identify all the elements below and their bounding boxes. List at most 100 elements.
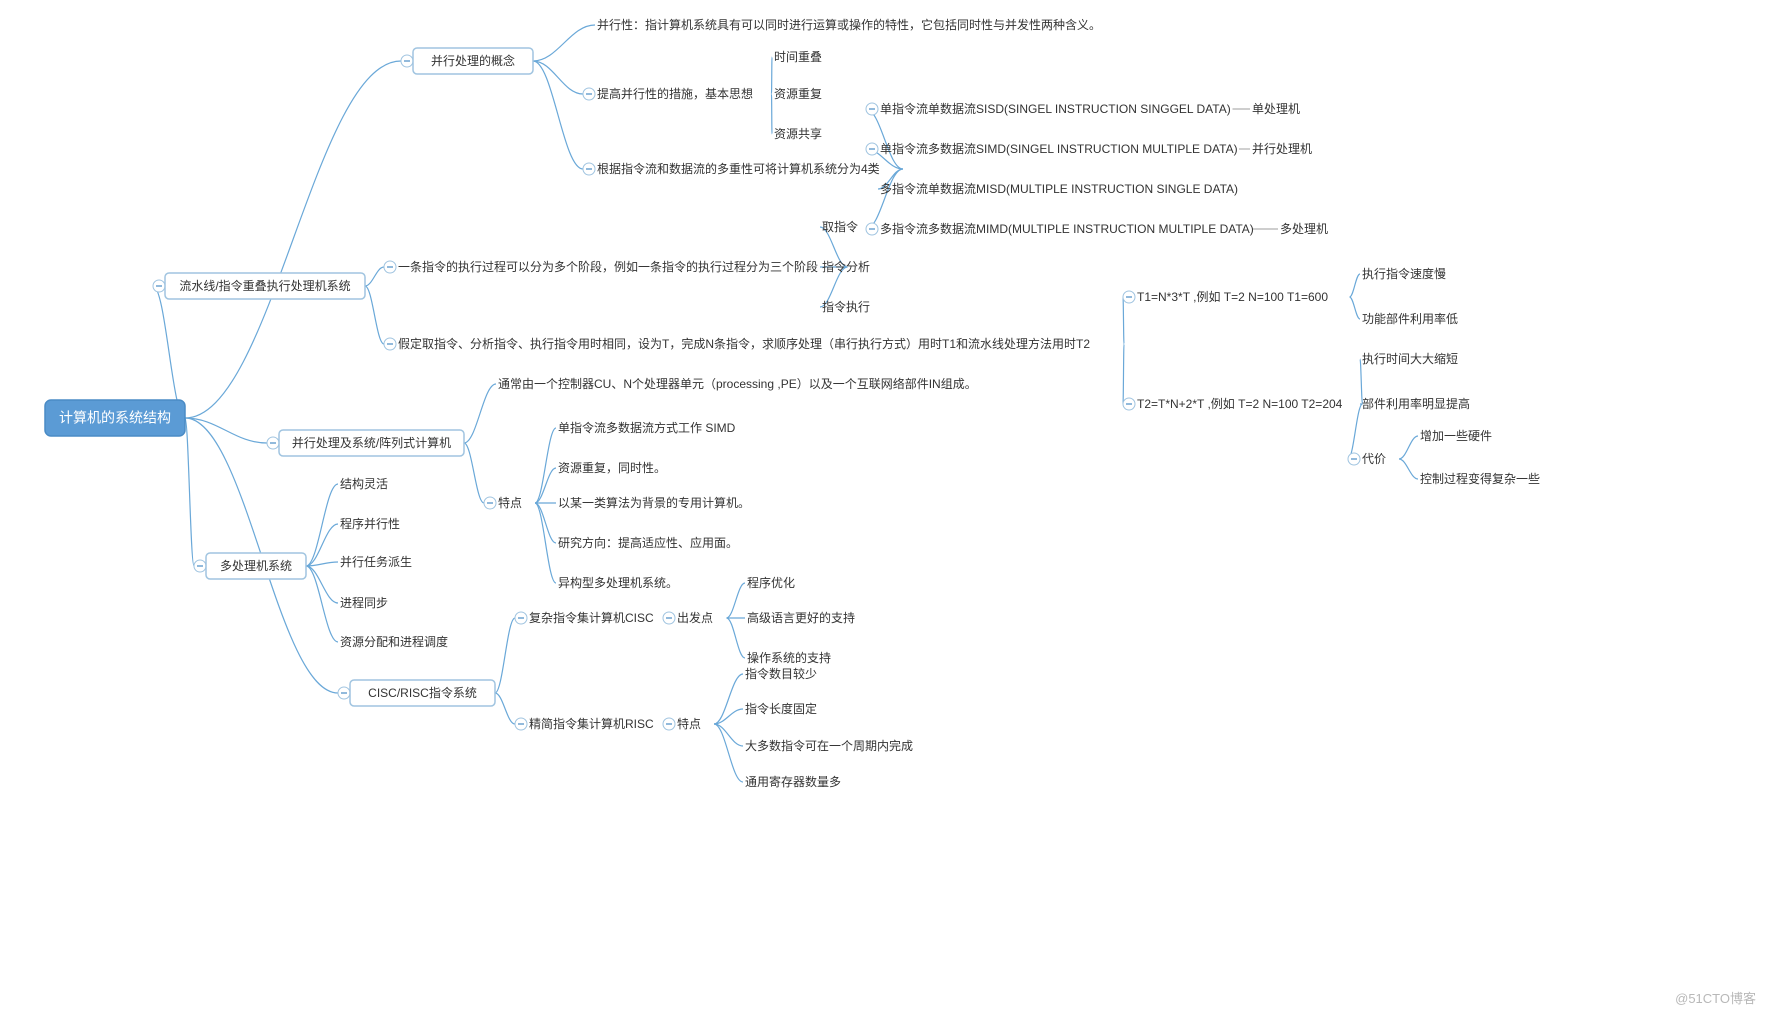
- node-n3b5: 异构型多处理机系统。: [558, 575, 678, 590]
- node-n5b1d: 通用寄存器数量多: [745, 774, 841, 789]
- node-label: 提高并行性的措施，基本思想: [597, 86, 753, 101]
- link: [535, 503, 556, 583]
- node-label: 资源共享: [774, 126, 822, 141]
- node-label: 资源重复，同时性。: [558, 461, 666, 475]
- link: [535, 428, 556, 503]
- node-label: 并行处理机: [1252, 142, 1312, 156]
- node-label: 多处理机: [1280, 222, 1328, 236]
- node-label: CISC/RISC指令系统: [368, 685, 477, 700]
- node-n1c1[interactable]: 单指令流单数据流SISD(SINGEL INSTRUCTION SINGGEL …: [866, 101, 1231, 116]
- link: [1350, 297, 1361, 319]
- node-n4c: 并行任务派生: [340, 554, 412, 569]
- link: [365, 286, 384, 344]
- node-label: 操作系统的支持: [747, 650, 831, 665]
- node-label: 时间重叠: [774, 50, 822, 64]
- node-label: 根据指令流和数据流的多重性可将计算机系统分为4类: [597, 161, 880, 176]
- node-n4[interactable]: 多处理机系统: [194, 553, 306, 579]
- node-n5[interactable]: CISC/RISC指令系统: [338, 680, 495, 706]
- node-label: 执行时间大大缩短: [1362, 351, 1458, 366]
- link: [1399, 436, 1418, 459]
- node-label: 单指令流多数据流SIMD(SINGEL INSTRUCTION MULTIPLE…: [880, 141, 1238, 156]
- node-n1c2[interactable]: 单指令流多数据流SIMD(SINGEL INSTRUCTION MULTIPLE…: [866, 141, 1238, 156]
- node-n1c4a: 多处理机: [1280, 222, 1328, 236]
- link: [1350, 274, 1361, 297]
- node-n5a1[interactable]: 出发点: [663, 610, 713, 625]
- node-label: 流水线/指令重叠执行处理机系统: [179, 278, 350, 293]
- link: [306, 524, 338, 566]
- node-label: 单指令流多数据流方式工作 SIMD: [558, 420, 736, 435]
- node-label: 特点: [677, 716, 701, 731]
- node-label: 精简指令集计算机RISC: [529, 716, 654, 731]
- node-label: 假定取指令、分析指令、执行指令用时相同，设为T，完成N条指令，求顺序处理（串行执…: [398, 336, 1090, 351]
- node-label: 指令执行: [822, 299, 870, 314]
- node-n4b: 程序并行性: [340, 516, 400, 531]
- link: [464, 384, 496, 443]
- node-n3[interactable]: 并行处理及系统/阵列式计算机: [267, 430, 464, 456]
- link: [185, 61, 401, 418]
- node-label: 进程同步: [340, 595, 388, 610]
- node-n5a1b: 高级语言更好的支持: [747, 610, 855, 625]
- link: [495, 693, 515, 724]
- node-n2a[interactable]: 一条指令的执行过程可以分为多个阶段，例如一条指令的执行过程分为三个阶段: [384, 259, 818, 274]
- node-n2b2[interactable]: T2=T*N+2*T ,例如 T=2 N=100 T2=204: [1123, 396, 1343, 411]
- link: [866, 109, 903, 169]
- node-n5b1c: 大多数指令可在一个周期内完成: [745, 738, 913, 753]
- node-n1c[interactable]: 根据指令流和数据流的多重性可将计算机系统分为4类: [583, 161, 880, 176]
- node-n1b[interactable]: 提高并行性的措施，基本思想: [583, 86, 753, 101]
- node-n1[interactable]: 并行处理的概念: [401, 48, 533, 74]
- node-n1c1a: 单处理机: [1252, 102, 1300, 116]
- node-n5a1c: 操作系统的支持: [747, 650, 831, 665]
- node-n5b1a: 指令数目较少: [745, 666, 817, 681]
- node-n4e: 资源分配和进程调度: [340, 634, 448, 649]
- node-n2[interactable]: 流水线/指令重叠执行处理机系统: [153, 273, 365, 299]
- node-n3b[interactable]: 特点: [484, 495, 522, 510]
- node-label: 取指令: [822, 219, 858, 234]
- link: [1348, 404, 1363, 459]
- node-label: 一条指令的执行过程可以分为多个阶段，例如一条指令的执行过程分为三个阶段: [398, 259, 818, 274]
- link: [185, 418, 194, 566]
- node-label: 程序并行性: [340, 516, 400, 531]
- node-n5a[interactable]: 复杂指令集计算机CISC: [515, 610, 654, 625]
- link: [727, 618, 746, 658]
- link: [727, 583, 746, 618]
- node-n2b2c[interactable]: 代价: [1348, 452, 1386, 466]
- node-n2a3: 指令执行: [822, 299, 870, 314]
- node-n3b4: 研究方向：提高适应性、应用面。: [558, 535, 738, 550]
- node-label: 多指令流多数据流MIMD(MULTIPLE INSTRUCTION MULTIP…: [880, 221, 1254, 236]
- node-label: 资源分配和进程调度: [340, 634, 448, 649]
- node-n2a1: 取指令: [822, 219, 858, 234]
- node-label: 研究方向：提高适应性、应用面。: [558, 535, 738, 550]
- node-n3b3: 以某一类算法为背景的专用计算机。: [558, 495, 750, 510]
- node-label: 结构灵活: [340, 476, 388, 491]
- node-n1c3: 多指令流单数据流MISD(MULTIPLE INSTRUCTION SINGLE…: [880, 181, 1238, 196]
- node-label: 指令长度固定: [745, 701, 817, 716]
- node-n5b1[interactable]: 特点: [663, 716, 701, 731]
- node-label: 特点: [498, 495, 522, 510]
- mindmap-canvas: 计算机的系统结构 并行处理的概念 并行性：指计算机系统具有可以同时进行运算或操作的特…: [0, 0, 1776, 1021]
- link: [365, 267, 384, 286]
- node-label: 指令分析: [822, 259, 870, 274]
- node-n2b2a: 执行时间大大缩短: [1362, 351, 1458, 366]
- node-n3b1: 单指令流多数据流方式工作 SIMD: [558, 420, 736, 435]
- node-n2b1a: 执行指令速度慢: [1362, 266, 1446, 281]
- node-label: 单指令流单数据流SISD(SINGEL INSTRUCTION SINGGEL …: [880, 101, 1231, 116]
- node-n2b[interactable]: 假定取指令、分析指令、执行指令用时相同，设为T，完成N条指令，求顺序处理（串行执…: [384, 336, 1090, 351]
- node-n1b2: 资源重复: [774, 87, 822, 101]
- link: [464, 443, 484, 503]
- node-label: 功能部件利用率低: [1362, 311, 1458, 326]
- node-n1a: 并行性：指计算机系统具有可以同时进行运算或操作的特性，它包括同时性与并发性两种含…: [597, 17, 1101, 32]
- node-n2b2c2: 控制过程变得复杂一些: [1420, 471, 1540, 486]
- link: [1399, 459, 1418, 479]
- node-n1c4[interactable]: 多指令流多数据流MIMD(MULTIPLE INSTRUCTION MULTIP…: [866, 221, 1254, 236]
- node-n2b1[interactable]: T1=N*3*T ,例如 T=2 N=100 T1=600: [1123, 289, 1328, 304]
- node-n2b1b: 功能部件利用率低: [1362, 311, 1458, 326]
- node-n4a: 结构灵活: [340, 476, 388, 491]
- watermark: @51CTO博客: [1675, 991, 1756, 1006]
- node-label: 以某一类算法为背景的专用计算机。: [558, 495, 750, 510]
- node-label: 执行指令速度慢: [1362, 266, 1446, 281]
- link: [306, 484, 338, 566]
- node-label: 大多数指令可在一个周期内完成: [745, 738, 913, 753]
- node-label: 多指令流单数据流MISD(MULTIPLE INSTRUCTION SINGLE…: [880, 181, 1238, 196]
- root-node[interactable]: 计算机的系统结构: [45, 400, 185, 436]
- node-n5b[interactable]: 精简指令集计算机RISC: [515, 716, 654, 731]
